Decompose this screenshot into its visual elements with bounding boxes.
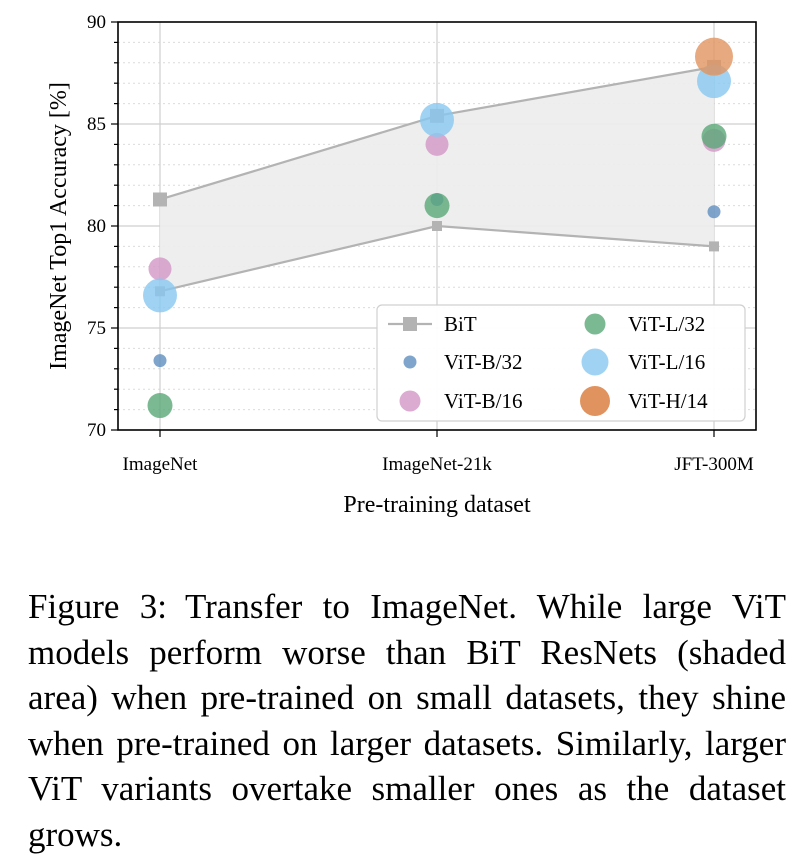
legend-marker-vit-b-16 <box>399 390 421 412</box>
figure-caption: Figure 3: Transfer to ImageNet. While lar… <box>28 584 786 857</box>
bit-lower-marker-jft-300m <box>709 241 719 252</box>
point-vit-b-16-imagenet <box>148 257 172 281</box>
point-vit-l-32-jft-300m <box>701 123 727 149</box>
y-tick-label-80: 80 <box>87 216 106 237</box>
caption-text: Transfer to ImageNet. While large ViT mo… <box>28 587 786 854</box>
legend-label-vit-l-32: ViT-L/32 <box>628 312 705 336</box>
axes: 70 75 80 85 90 ImageNet ImageNet-21k JFT-300M Pr… <box>46 12 757 518</box>
point-vit-l-32-imagenet <box>147 393 173 419</box>
bit-upper-marker-imagenet <box>153 192 167 207</box>
bit-lower-marker-imagenet-21k <box>432 221 442 231</box>
data-points <box>143 37 733 419</box>
x-axis-title: Pre-training dataset <box>343 492 531 518</box>
legend-marker-vit-l-32 <box>584 313 606 335</box>
legend-marker-vit-l-16 <box>581 348 609 376</box>
y-tick-label-90: 90 <box>87 12 106 33</box>
point-vit-b-16-imagenet-21k <box>425 132 449 156</box>
legend-label-vit-l-16: ViT-L/16 <box>628 350 705 374</box>
legend-marker-vit-h-14 <box>580 386 610 416</box>
y-tick-label-70: 70 <box>87 420 106 441</box>
legend-marker-square-bit <box>403 317 417 331</box>
legend-box <box>376 304 746 422</box>
legend-marker-vit-b-32 <box>403 355 417 369</box>
x-tick-label-imagenet: ImageNet <box>123 454 199 475</box>
y-tick-label-75: 75 <box>87 318 106 339</box>
chart-svg: 70 75 80 85 90 ImageNet ImageNet-21k JFT-300M Pr… <box>46 12 757 518</box>
point-vit-l-16-imagenet-21k <box>420 102 454 137</box>
x-tick-label-imagenet-21k: ImageNet-21k <box>382 454 492 475</box>
y-tick-label-85: 85 <box>87 114 106 135</box>
legend-label-vit-b-16: ViT-B/16 <box>444 389 522 413</box>
legend-label-bit: BiT <box>444 312 477 336</box>
legend: BiT ViT-B/32 ViT-B/16 ViT-L/32 ViT-L/16 ViT-H… <box>376 304 746 422</box>
point-vit-b-32-jft-300m <box>707 205 721 219</box>
legend-label-vit-h-14: ViT-H/14 <box>628 389 708 413</box>
x-tick-label-jft-300m: JFT-300M <box>674 454 754 475</box>
y-axis-title: ImageNet Top1 Accuracy [%] <box>46 82 72 370</box>
point-vit-h-14-jft-300m <box>695 37 733 76</box>
legend-label-vit-b-32: ViT-B/32 <box>444 350 522 374</box>
chart-figure: 70 75 80 85 90 ImageNet ImageNet-21k JFT-300M Pr… <box>46 12 757 518</box>
point-vit-l-32-imagenet-21k <box>424 193 450 219</box>
caption-label: Figure 3: <box>28 587 167 626</box>
point-vit-b-32-imagenet <box>153 354 167 368</box>
point-vit-l-16-imagenet <box>143 278 177 313</box>
